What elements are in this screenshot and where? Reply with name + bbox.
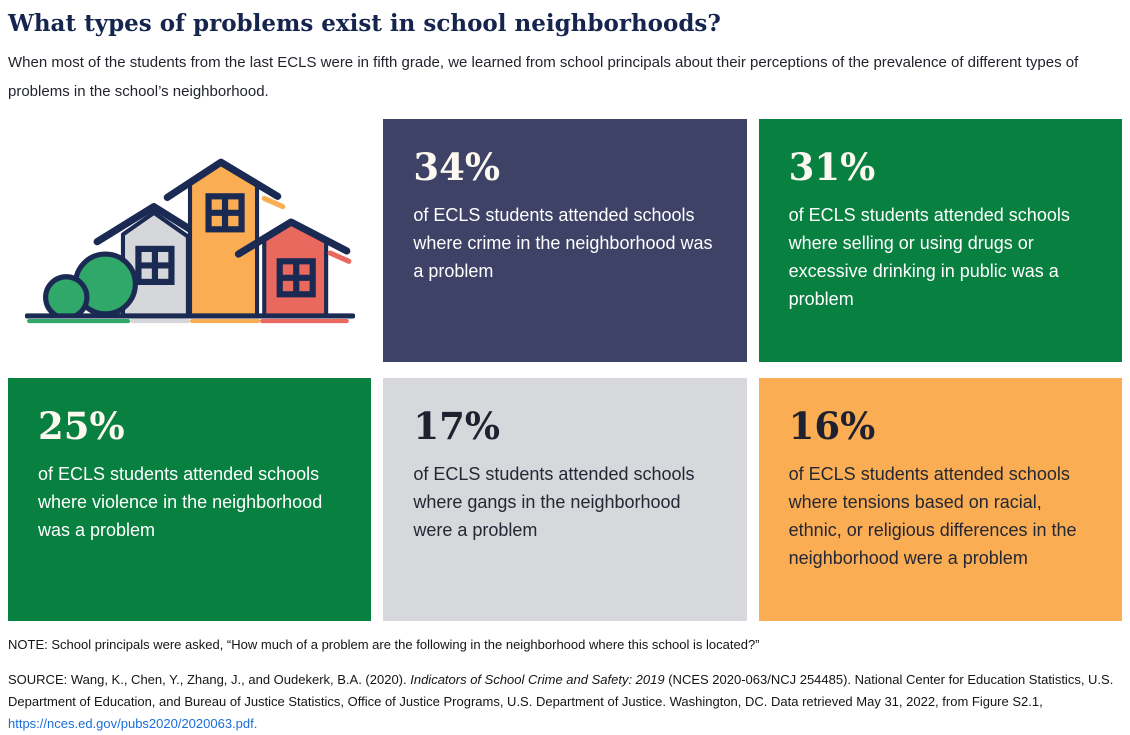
stat-card-crime: 34% of ECLS students attended schools wh… xyxy=(383,119,747,362)
intro-text: When most of the students from the last … xyxy=(8,54,1079,100)
stat-card-gangs: 17% of ECLS students attended schools wh… xyxy=(383,378,747,621)
source-citation-start: SOURCE: Wang, K., Chen, Y., Zhang, J., a… xyxy=(8,672,411,687)
stat-value: 25% xyxy=(38,404,125,448)
note-text: NOTE: School principals were asked, “How… xyxy=(8,637,760,652)
source-citation-middle: (NCES 2020-063/NCJ 254485). National Cen… xyxy=(8,672,1114,709)
stat-text: of ECLS students attended schools where … xyxy=(38,464,323,540)
page-title: What types of problems exist in school n… xyxy=(8,10,721,37)
stat-value: 16% xyxy=(788,404,876,448)
stat-value: 34% xyxy=(413,145,500,189)
illustration-cell xyxy=(8,119,372,362)
stat-card-violence: 25% of ECLS students attended schools wh… xyxy=(8,378,372,621)
stat-text: of ECLS students attended schools where … xyxy=(413,464,695,540)
stat-grid: 34% of ECLS students attended schools wh… xyxy=(8,119,1122,621)
source-report-title: Indicators of School Crime and Safety: 2… xyxy=(410,672,665,687)
source-link[interactable]: https://nces.ed.gov/pubs2020/2020063.pdf… xyxy=(8,716,258,731)
stat-text: of ECLS students attended schools where … xyxy=(788,205,1070,309)
stat-card-drugs-drinking: 31% of ECLS students attended schools wh… xyxy=(758,119,1122,362)
stat-text: of ECLS students attended schools where … xyxy=(413,205,713,281)
stat-card-tensions: 16% of ECLS students attended schools wh… xyxy=(758,378,1122,621)
stat-text: of ECLS students attended schools where … xyxy=(788,464,1077,568)
stat-value: 17% xyxy=(413,404,500,448)
source-text: SOURCE: Wang, K., Chen, Y., Zhang, J., a… xyxy=(8,669,1122,735)
stat-value: 31% xyxy=(788,145,876,189)
houses-illustration xyxy=(24,158,355,335)
